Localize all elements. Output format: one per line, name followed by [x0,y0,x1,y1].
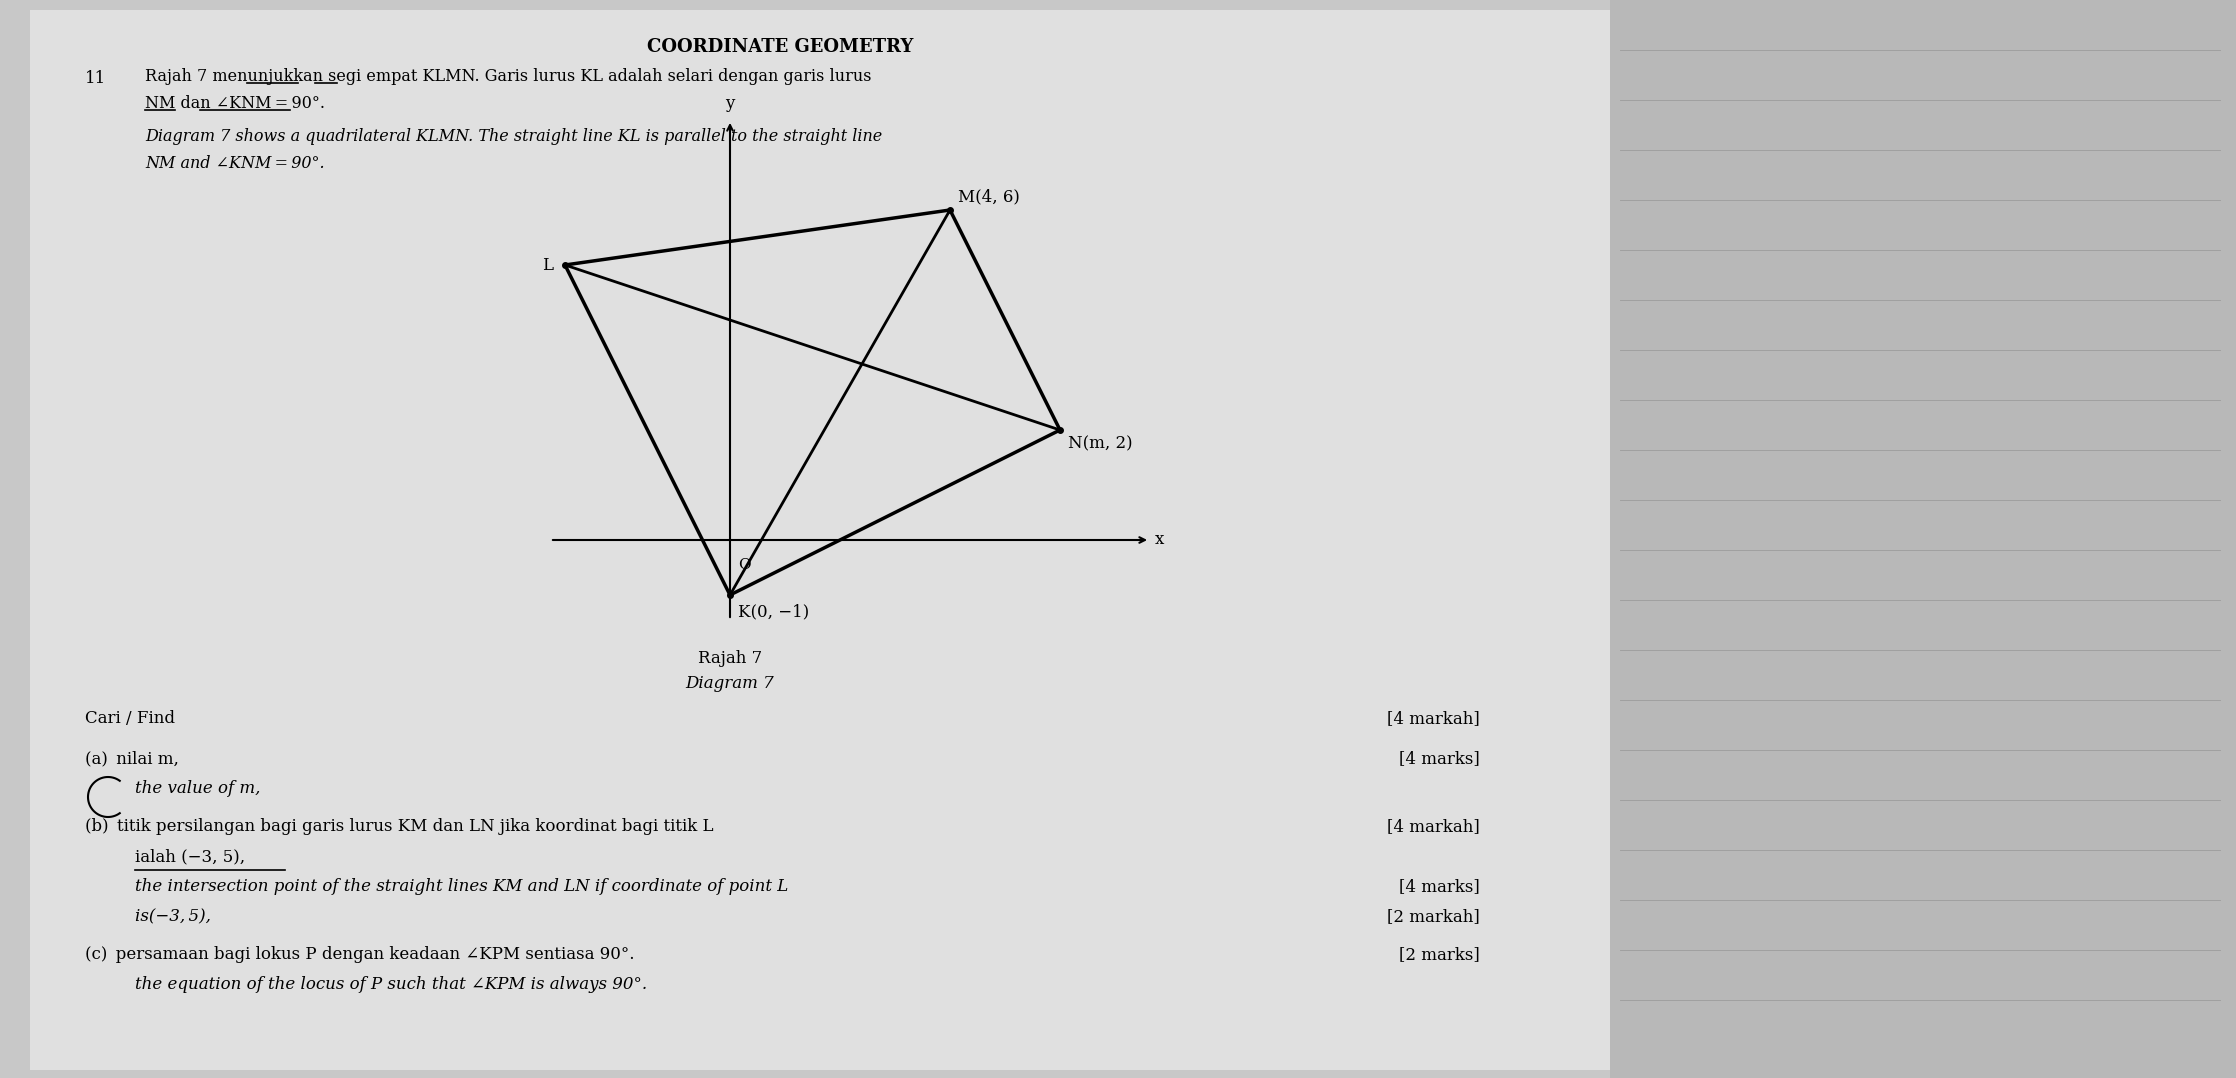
Text: [2 marks]: [2 marks] [1400,946,1480,963]
Text: 11: 11 [85,70,107,87]
Text: the value of m,: the value of m, [134,780,259,797]
Text: [4 marks]: [4 marks] [1400,750,1480,768]
Text: is(−3, 5),: is(−3, 5), [134,908,210,925]
Text: [2 markah]: [2 markah] [1386,908,1480,925]
Text: [4 markah]: [4 markah] [1386,710,1480,727]
Text: Diagram 7: Diagram 7 [686,675,774,692]
Text: NM dan ∠KNM = 90°.: NM dan ∠KNM = 90°. [145,95,324,112]
Text: the equation of the locus of P such that ∠KPM is always 90°.: the equation of the locus of P such that… [134,976,646,993]
Text: M(4, 6): M(4, 6) [957,188,1020,205]
Text: the intersection point of the straight lines KM and LN if coordinate of point L: the intersection point of the straight l… [134,877,789,895]
Text: N(m, 2): N(m, 2) [1069,436,1134,452]
Text: Diagram 7 shows a quadrilateral KLMN. The straight line KL is parallel to the st: Diagram 7 shows a quadrilateral KLMN. Th… [145,128,883,146]
Text: L: L [541,257,552,274]
Text: O: O [738,558,751,572]
Text: x: x [1156,531,1165,549]
Text: COORDINATE GEOMETRY: COORDINATE GEOMETRY [646,38,912,56]
Text: (a) nilai m,: (a) nilai m, [85,750,179,768]
Text: [4 markah]: [4 markah] [1386,818,1480,835]
Text: Rajah 7: Rajah 7 [698,650,762,667]
Text: Cari / Find: Cari / Find [85,710,174,727]
Text: Rajah 7 menunjukkan segi empat KLMN. Garis lurus KL adalah selari dengan garis l: Rajah 7 menunjukkan segi empat KLMN. Gar… [145,68,872,85]
Text: (c) persamaan bagi lokus P dengan keadaan ∠KPM sentiasa 90°.: (c) persamaan bagi lokus P dengan keadaa… [85,946,635,963]
Text: ialah (−3, 5),: ialah (−3, 5), [134,848,246,865]
Text: NM and ∠KNM = 90°.: NM and ∠KNM = 90°. [145,155,324,172]
Bar [29,10,1610,1070]
Text: (b) titik persilangan bagi garis lurus KM dan LN jika koordinat bagi titik L: (b) titik persilangan bagi garis lurus K… [85,818,713,835]
Text: [4 marks]: [4 marks] [1400,877,1480,895]
Text: y: y [724,95,736,112]
Bar [1610,0,2236,1078]
Text: K(0, −1): K(0, −1) [738,603,809,620]
